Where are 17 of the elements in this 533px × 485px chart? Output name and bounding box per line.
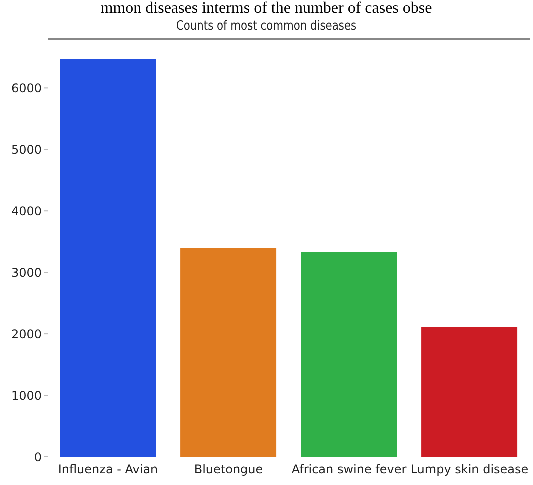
- x-tick-label: Influenza - Avian: [58, 462, 158, 477]
- y-tick-label: 3000: [11, 266, 42, 280]
- y-tick-label: 4000: [11, 204, 42, 218]
- x-tick-label: Bluetongue: [194, 462, 264, 477]
- x-tick-label: Lumpy skin disease: [410, 462, 529, 477]
- y-tick-label: 1000: [11, 388, 42, 403]
- y-tick-label: 5000: [11, 142, 42, 157]
- text: mmon diseases interms of the number of cases obse: [100, 0, 434, 18]
- x-tick-label: African swine fever: [292, 462, 407, 477]
- bar: [180, 248, 277, 457]
- bar: [422, 327, 518, 457]
- y-tick-label: 2000: [11, 327, 42, 342]
- bar: [301, 252, 398, 457]
- y-tick-label: 0: [34, 450, 42, 464]
- bar: [60, 59, 156, 457]
- chart-title: Counts of most common diseases: [175, 19, 358, 35]
- y-tick-label: 6000: [11, 81, 42, 96]
